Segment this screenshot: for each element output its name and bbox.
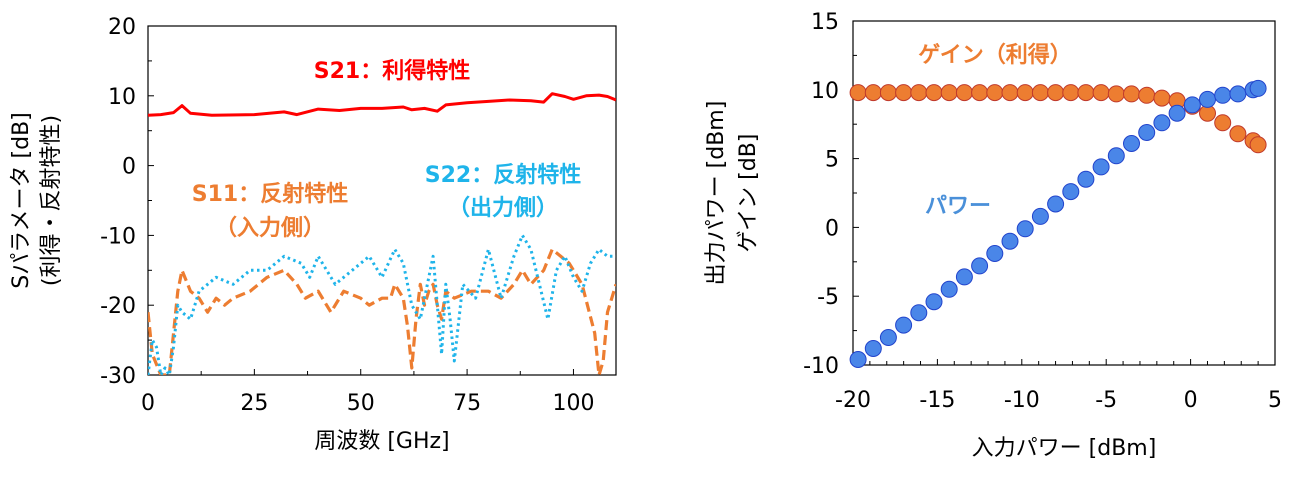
- series-パワー-point: [1229, 85, 1247, 103]
- x-tick-label: -15: [919, 388, 955, 413]
- annotation-s11: S11：反射特性: [192, 181, 348, 207]
- y-tick-label: 0: [122, 155, 136, 180]
- series-ゲイン-point: [1016, 84, 1034, 102]
- y-axis-label: Sパラメータ [dB]: [9, 112, 34, 289]
- y-tick-label: 15: [811, 10, 839, 35]
- series-パワー-point: [879, 329, 897, 346]
- y-tick-label: -5: [817, 285, 839, 310]
- series-パワー-point: [1047, 195, 1065, 213]
- series-パワー-point: [1249, 79, 1267, 97]
- series-ゲイン-point: [971, 84, 989, 102]
- series-パワー-point: [849, 351, 867, 368]
- series-ゲイン-point: [879, 84, 897, 102]
- annotation-s22: S22：反射特性: [425, 162, 581, 188]
- series-ゲイン-point: [1092, 84, 1110, 102]
- x-axis-label: 入力パワー [dBm]: [972, 436, 1157, 461]
- series-パワー-point: [1031, 207, 1049, 225]
- x-tick-label: 25: [240, 391, 268, 416]
- x-tick-label: 5: [1268, 388, 1282, 413]
- series-ゲイン-point: [910, 84, 928, 102]
- series-s22-line: [148, 233, 616, 375]
- series-パワー-point: [1077, 170, 1095, 188]
- x-tick-label: 0: [141, 391, 155, 416]
- series-パワー-point: [1214, 86, 1232, 104]
- series-ゲイン-point: [986, 84, 1004, 102]
- y-axis-label: 出力パワー [dBm]: [704, 101, 729, 286]
- y-axis-label: ゲイン [dB]: [736, 134, 761, 253]
- y-tick-label: 5: [825, 148, 839, 173]
- series-パワー-point: [955, 268, 973, 286]
- series-ゲイン-point: [1214, 114, 1232, 132]
- series-パワー-point: [1138, 124, 1156, 141]
- series-パワー-point: [1183, 96, 1201, 114]
- x-tick-label: -20: [835, 388, 871, 413]
- series-s21-line: [148, 92, 616, 117]
- x-tick-label: -10: [1004, 388, 1040, 413]
- annotation-gain: ゲイン（利得）: [918, 42, 1072, 68]
- series-ゲイン-point: [1123, 85, 1140, 103]
- series-パワー-point: [1001, 232, 1019, 250]
- y-tick-label: 20: [108, 15, 136, 40]
- series-パワー-point: [925, 293, 943, 311]
- y-tick-label: 10: [108, 85, 136, 110]
- annotation-s11: （入力側）: [215, 216, 325, 241]
- series-ゲイン-point: [1077, 84, 1095, 102]
- series-パワー-point: [986, 245, 1004, 262]
- series-パワー-point: [971, 257, 989, 275]
- series-s11-line: [148, 247, 616, 375]
- series-ゲイン-point: [1031, 84, 1049, 102]
- series-パワー-point: [940, 280, 958, 298]
- y-tick-label: -30: [100, 364, 136, 389]
- x-axis-label: 周波数 [GHz]: [314, 429, 449, 454]
- annotation-power: パワー: [925, 194, 991, 219]
- y-tick-label: -20: [100, 294, 136, 319]
- series-パワー-point: [910, 304, 928, 322]
- series-パワー-point: [1062, 183, 1080, 201]
- y-tick-label: 0: [825, 216, 839, 241]
- series-パワー-point: [895, 316, 913, 334]
- y-axis-label: (利得・反射特性): [39, 115, 64, 286]
- series-ゲイン-point: [925, 84, 943, 102]
- series-ゲイン-point: [864, 84, 882, 102]
- x-tick-label: 75: [453, 391, 481, 416]
- series-パワー-point: [1168, 104, 1186, 122]
- series-パワー-point: [1092, 158, 1110, 176]
- series-パワー-point: [1199, 90, 1216, 108]
- series-ゲイン-point: [1047, 84, 1065, 102]
- series-パワー-point: [1107, 147, 1125, 165]
- y-tick-label: -10: [803, 354, 839, 379]
- series-ゲイン-point: [1001, 84, 1019, 102]
- x-tick-label: 100: [552, 391, 594, 416]
- x-tick-label: 0: [1184, 388, 1198, 413]
- series-ゲイン-point: [1107, 85, 1125, 103]
- y-tick-label: -10: [100, 224, 136, 249]
- series-ゲイン-point: [895, 84, 913, 102]
- series-パワー-point: [1123, 135, 1140, 152]
- annotation-s21: S21：利得特性: [314, 58, 470, 84]
- annotation-s22: （出力側）: [448, 196, 558, 221]
- chart-power-gain: 15 10 5 0 -5 -10 -20 -15 -10 -5 0 5 入力パワー [dBm] 出力パワー…: [704, 10, 1282, 461]
- series-ゲイン-point: [955, 84, 973, 102]
- series-ゲイン-point: [1153, 89, 1171, 107]
- series-ゲイン-point: [1229, 125, 1247, 143]
- series-ゲイン-point: [849, 84, 867, 102]
- series-パワー-point: [1016, 220, 1034, 238]
- y-tick-label: 10: [811, 79, 839, 104]
- series-ゲイン-point: [1062, 84, 1080, 102]
- x-tick-label: -5: [1095, 388, 1117, 413]
- series-パワー-point: [864, 340, 882, 357]
- series-パワー-point: [1153, 114, 1171, 132]
- series-ゲイン-point: [940, 84, 958, 102]
- series-ゲイン-point: [1249, 136, 1267, 154]
- x-tick-label: 50: [347, 391, 375, 416]
- series-ゲイン-point: [1138, 86, 1156, 104]
